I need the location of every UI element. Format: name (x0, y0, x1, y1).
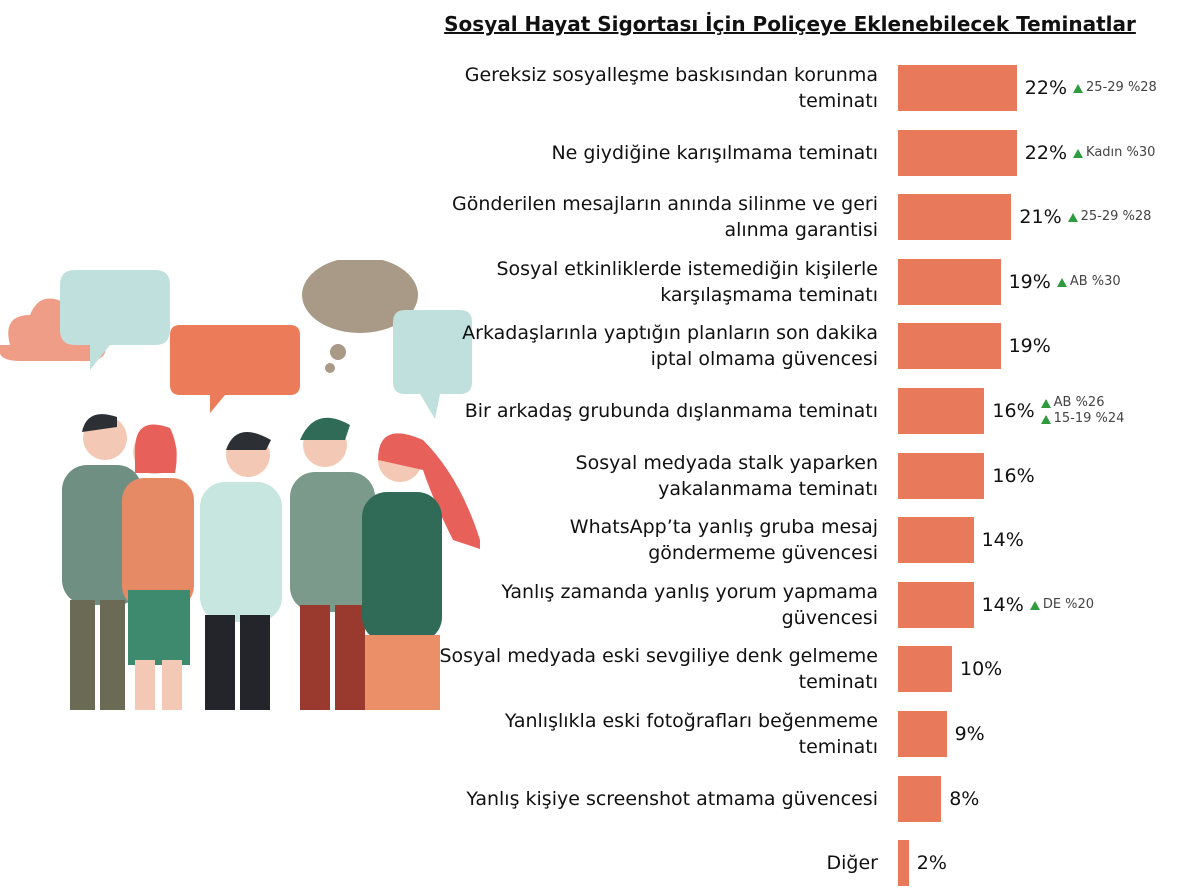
value-group: 19% (1009, 323, 1051, 369)
up-arrow (1040, 399, 1051, 408)
category-label: Diğer (826, 852, 878, 875)
annotation-group: Kadın %30 (1073, 145, 1155, 161)
bar (898, 129, 1017, 176)
bar (898, 65, 1017, 111)
value-label: 16% (992, 464, 1035, 487)
up-arrow (1029, 600, 1040, 610)
value-label: 19% (1008, 270, 1051, 293)
annotation-text: 15-19 %24 (1053, 411, 1125, 426)
value-label: 22% (1024, 77, 1068, 99)
value-label: 14% (981, 529, 1024, 552)
bar (898, 388, 985, 434)
category-label: Sosyal etkinliklerde istemediğin kişiler… (496, 257, 878, 306)
value-group: 21% 25-29 %28 (1019, 194, 1151, 240)
value-group: 8% (949, 776, 979, 822)
up-arrow (1073, 84, 1084, 93)
value-group: 16% (992, 453, 1034, 499)
up-arrow (1040, 415, 1051, 424)
value-label: 10% (960, 658, 1003, 681)
bar (898, 258, 1001, 305)
value-label: 2% (916, 852, 947, 875)
category-label: Gereksiz sosyalleşme baskısından korunma… (464, 64, 878, 112)
annotation-text: 25-29 %28 (1086, 80, 1157, 95)
up-arrow (1067, 213, 1078, 223)
bar (898, 194, 1012, 241)
annotation-group: 25-29 %28 (1067, 209, 1152, 225)
annotation: DE %20 (1029, 596, 1095, 613)
bar (898, 323, 1001, 370)
value-label: 22% (1024, 141, 1068, 164)
value-group: 22% Kadın %30 (1025, 130, 1156, 176)
value-label: 16% (992, 400, 1035, 422)
annotation-text: DE %20 (1042, 596, 1095, 612)
value-group: 14% DE %20 (982, 582, 1095, 628)
annotation-text: 25-29 %28 (1080, 209, 1152, 225)
value-label: 14% (981, 593, 1024, 616)
bar (898, 517, 974, 564)
value-label: 9% (954, 723, 985, 745)
bar (898, 840, 909, 887)
speech-bubbles (0, 260, 472, 419)
annotation-text: AB %26 (1053, 395, 1105, 410)
category-label: Bir arkadaş grubunda dışlanmama teminatı (464, 400, 878, 422)
up-arrow (1073, 148, 1084, 158)
people (62, 414, 480, 710)
value-group: 19% AB %30 (1009, 259, 1121, 305)
category-label: WhatsApp’ta yanlış gruba mesaj göndermem… (569, 516, 878, 565)
value-label: 19% (1008, 335, 1051, 358)
annotation: AB %26 (1040, 395, 1125, 411)
category-label: Sosyal medyada eski sevgiliye denk gelme… (439, 645, 878, 694)
annotation-group: DE %20 (1029, 596, 1095, 613)
annotation: 25-29 %28 (1073, 80, 1157, 96)
annotation-group: AB %30 (1056, 273, 1121, 290)
value-group: 14% (982, 517, 1024, 563)
value-group: 22% 25-29 %28 (1025, 65, 1157, 111)
category-label: Sosyal medyada stalk yaparken yakalanmam… (575, 451, 878, 500)
value-group: 2% (917, 840, 947, 886)
category-label: Yanlışlıkla eski fotoğrafları beğenmeme … (504, 710, 878, 758)
value-group: 10% (960, 646, 1002, 692)
value-group: 16% AB %26 15-19 %24 (992, 388, 1124, 434)
value-group: 9% (955, 711, 985, 757)
annotation: Kadın %30 (1073, 145, 1155, 161)
bar (898, 775, 942, 822)
category-label: Yanlış kişiye screenshot atmama güvences… (466, 787, 878, 810)
category-label: Arkadaşlarınla yaptığın planların son da… (462, 322, 878, 371)
category-label: Gönderilen mesajların anında silinme ve … (452, 193, 878, 242)
illustration (0, 260, 480, 710)
category-label: Yanlış zamanda yanlış yorum yapmama güve… (501, 580, 878, 629)
annotation: 25-29 %28 (1067, 209, 1152, 225)
value-label: 21% (1019, 206, 1062, 229)
chart-title: Sosyal Hayat Sigortası İçin Poliçeye Ekl… (444, 12, 1136, 36)
bar (898, 646, 952, 693)
up-arrow (1056, 277, 1067, 287)
annotation-group: AB %26 15-19 %24 (1040, 395, 1125, 427)
category-label: Ne giydiğine karışılmama teminatı (551, 141, 878, 164)
annotation-text: AB %30 (1069, 273, 1121, 289)
bar (898, 581, 974, 628)
annotation: AB %30 (1056, 273, 1121, 290)
value-label: 8% (949, 787, 980, 810)
annotation-group: 25-29 %28 (1073, 80, 1157, 96)
bar (898, 711, 947, 757)
annotation-text: Kadın %30 (1086, 144, 1156, 160)
bar (898, 452, 985, 499)
annotation: 15-19 %24 (1040, 411, 1125, 427)
